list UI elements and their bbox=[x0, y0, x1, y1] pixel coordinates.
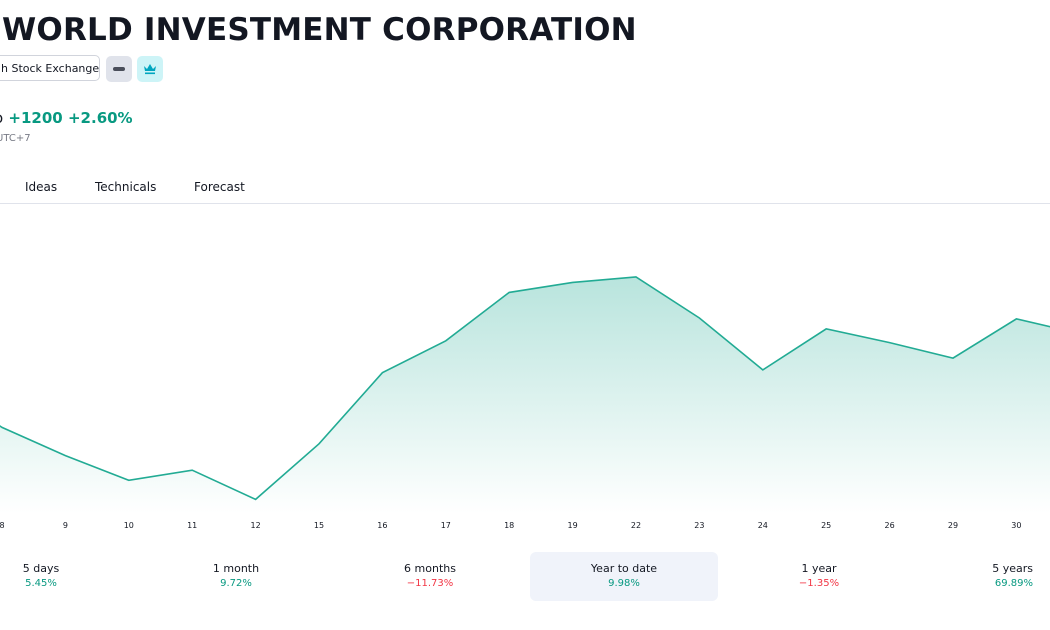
range-change: 5.45% bbox=[25, 578, 57, 589]
price-value: o bbox=[0, 109, 3, 127]
minus-icon bbox=[113, 67, 125, 71]
range-5-days[interactable]: 5 days 5.45% bbox=[0, 552, 135, 601]
x-tick-label: 24 bbox=[758, 521, 768, 530]
page-title: WORLD INVESTMENT CORPORATION bbox=[2, 12, 637, 48]
x-tick-label: 29 bbox=[948, 521, 958, 530]
range-label: 6 months bbox=[404, 562, 456, 575]
x-tick-label: 19 bbox=[568, 521, 578, 530]
x-tick-label: 25 bbox=[821, 521, 831, 530]
price-change: o +1200 +2.60% bbox=[0, 109, 133, 127]
range-label: 5 days bbox=[22, 562, 60, 575]
range-year-to-date[interactable]: Year to date 9.98% bbox=[530, 552, 718, 601]
x-tick-label: 12 bbox=[251, 521, 261, 530]
change-pct: +2.60% bbox=[67, 109, 133, 127]
tab-forecast[interactable]: Forecast bbox=[194, 180, 245, 194]
minus-button[interactable] bbox=[106, 56, 132, 82]
range-change: −11.73% bbox=[406, 578, 454, 589]
range-label: Year to date bbox=[590, 562, 658, 575]
tab-technicals[interactable]: Technicals bbox=[95, 180, 157, 194]
timezone-label: UTC+7 bbox=[0, 133, 31, 144]
tabs-divider bbox=[0, 203, 1050, 204]
x-tick-label: 23 bbox=[694, 521, 704, 530]
range-change: 9.98% bbox=[608, 578, 640, 589]
price-area bbox=[0, 276, 1050, 514]
x-tick-label: 18 bbox=[504, 521, 514, 530]
x-tick-label: 10 bbox=[124, 521, 134, 530]
range-change: −1.35% bbox=[798, 578, 840, 589]
x-tick-label: 8 bbox=[0, 521, 5, 530]
x-tick-label: 15 bbox=[314, 521, 324, 530]
x-tick-label: 17 bbox=[441, 521, 451, 530]
price-chart[interactable]: 8 9 10 11 12 15 16 17 18 19 22 23 24 25 26 29 30 bbox=[0, 204, 1050, 544]
x-tick-label: 26 bbox=[885, 521, 895, 530]
range-1-month[interactable]: 1 month 9.72% bbox=[142, 552, 330, 601]
x-tick-label: 11 bbox=[187, 521, 197, 530]
crown-button[interactable] bbox=[137, 56, 163, 82]
range-label: 1 year bbox=[801, 562, 837, 575]
range-5-years[interactable]: 5 years 69.89% bbox=[855, 552, 1043, 601]
range-selector: 5 days 5.45% 1 month 9.72% 6 months −11.… bbox=[0, 552, 1050, 602]
x-tick-label: 30 bbox=[1011, 521, 1021, 530]
tab-ideas[interactable]: Ideas bbox=[25, 180, 58, 194]
range-6-months[interactable]: 6 months −11.73% bbox=[336, 552, 524, 601]
exchange-chip[interactable]: h Stock Exchange bbox=[0, 55, 100, 81]
x-tick-label: 16 bbox=[377, 521, 387, 530]
x-tick-label: 9 bbox=[63, 521, 68, 530]
change-abs: +1200 bbox=[8, 109, 63, 127]
crown-icon bbox=[144, 64, 156, 75]
price-line bbox=[0, 276, 1050, 501]
range-change: 9.72% bbox=[220, 578, 252, 589]
range-1-year[interactable]: 1 year −1.35% bbox=[725, 552, 913, 601]
range-label: 5 years bbox=[992, 562, 1033, 575]
range-label: 1 month bbox=[212, 562, 260, 575]
x-tick-label: 22 bbox=[631, 521, 641, 530]
tab-bar: Ideas Technicals Forecast bbox=[0, 180, 1050, 204]
range-change: 69.89% bbox=[994, 578, 1033, 589]
